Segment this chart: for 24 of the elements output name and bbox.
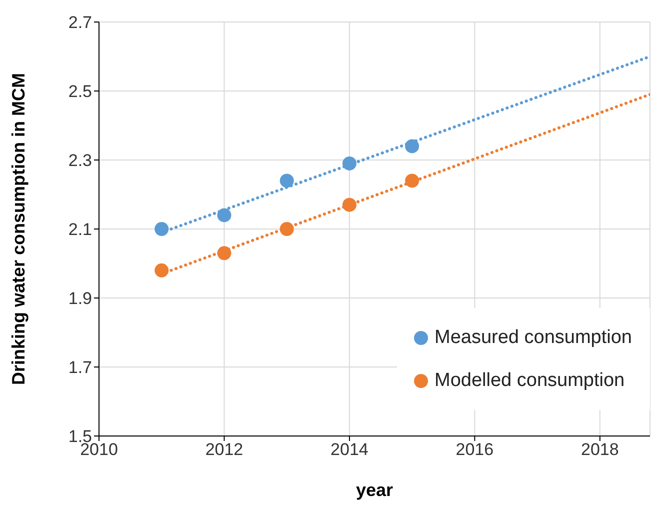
- point: [342, 198, 356, 212]
- point: [280, 222, 294, 236]
- y-tick-label: 2.5: [68, 82, 92, 102]
- point: [154, 222, 169, 236]
- legend-label: Measured consumption: [434, 326, 632, 348]
- point: [405, 139, 420, 154]
- x-tick-label: 2012: [205, 440, 244, 460]
- x-tick-label: 2018: [580, 440, 619, 460]
- point: [280, 174, 294, 188]
- point: [217, 208, 232, 222]
- y-tick-label: 2.7: [68, 13, 92, 32]
- x-axis-title: year: [356, 480, 394, 500]
- y-tick-label: 1.7: [68, 358, 92, 378]
- y-tick-label: 2.3: [68, 151, 92, 170]
- point: [217, 246, 232, 260]
- y-axis-title: Drinking water consumption in MCM: [8, 72, 28, 386]
- point: [154, 263, 169, 278]
- y-tick-label: 2.1: [68, 220, 92, 240]
- point: [342, 156, 356, 170]
- x-tick-label: 2014: [330, 440, 368, 460]
- legend-label: Modelled consumption: [434, 370, 625, 392]
- point: [405, 174, 420, 188]
- x-tick-label: 2016: [456, 440, 494, 460]
- y-tick-label: 1.9: [68, 289, 92, 308]
